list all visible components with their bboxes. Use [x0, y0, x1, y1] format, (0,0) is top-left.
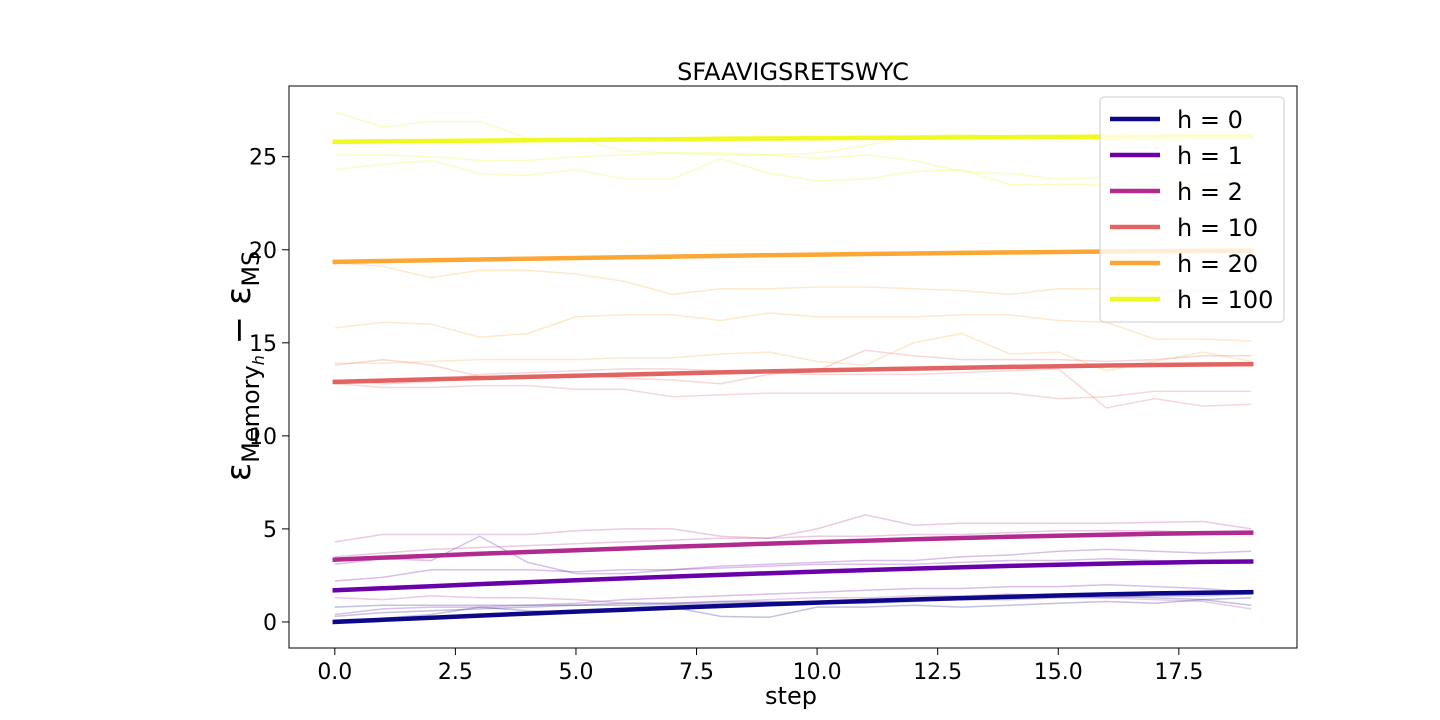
x-tick-label: 7.5 — [679, 660, 714, 685]
trial-line — [334, 597, 1252, 621]
series-line — [332, 589, 1254, 625]
y-label-sub-memory: Memory — [237, 365, 265, 463]
legend-label: h = 10 — [1177, 214, 1258, 242]
trial-line — [334, 111, 1252, 156]
trial-line — [334, 583, 1252, 616]
y-tick-label: 15 — [249, 332, 277, 357]
y-label-epsilon-ms: ε — [219, 287, 259, 305]
legend: h = 0 h = 1 h = 2 h = 10 h = 20 h = 100 — [1099, 96, 1285, 323]
series-line — [332, 248, 1254, 265]
y-label-sub-h: h — [249, 355, 268, 365]
legend-label: h = 2 — [1177, 178, 1243, 206]
plot-frame — [288, 85, 1298, 649]
trial-line — [334, 152, 1252, 180]
y-label-minus: − — [219, 305, 259, 355]
series-line — [332, 559, 1254, 593]
y-tick-label: 25 — [249, 146, 277, 171]
y-tick-label: 20 — [249, 239, 277, 264]
x-tick-label: 15.0 — [1034, 660, 1083, 685]
x-tick-label: 0.0 — [317, 660, 352, 685]
x-tick-label: 17.5 — [1154, 660, 1203, 685]
series-line — [332, 133, 1254, 145]
trial-line — [334, 262, 1252, 296]
y-axis-label: εMemoryh − εMS — [219, 251, 268, 482]
y-tick-label: 0 — [263, 611, 277, 636]
y-axis: 0 5 10 15 20 25 — [249, 146, 289, 636]
chart-title: SFAAVIGSRETSWYC — [677, 58, 909, 86]
legend-label: h = 1 — [1177, 142, 1243, 170]
x-axis-label: step — [765, 682, 817, 710]
trial-line — [334, 557, 1252, 582]
y-label-epsilon-memory: ε — [219, 463, 259, 481]
trial-line — [334, 530, 1252, 558]
trial-line — [334, 382, 1252, 400]
trial-line — [334, 514, 1252, 543]
series-line — [332, 361, 1254, 385]
legend-label: h = 20 — [1177, 250, 1258, 278]
x-tick-label: 2.5 — [438, 660, 473, 685]
legend-label: h = 100 — [1177, 286, 1273, 314]
x-tick-label: 10.0 — [793, 660, 842, 685]
y-label-sub-ms: MS — [237, 251, 265, 287]
x-tick-label: 5.0 — [558, 660, 593, 685]
y-tick-label: 10 — [249, 425, 277, 450]
trial-line — [334, 535, 1252, 575]
mean-lines — [332, 133, 1254, 625]
trial-line — [334, 157, 1252, 188]
y-tick-label: 5 — [263, 518, 277, 543]
x-axis: 0.0 2.5 5.0 7.5 10.0 12.5 15.0 17.5 — [317, 648, 1203, 685]
legend-label: h = 0 — [1177, 106, 1243, 134]
trial-line — [334, 312, 1252, 342]
series-line — [332, 530, 1254, 562]
trial-line — [334, 593, 1252, 610]
trial-line — [334, 368, 1252, 409]
x-tick-label: 12.5 — [913, 660, 962, 685]
